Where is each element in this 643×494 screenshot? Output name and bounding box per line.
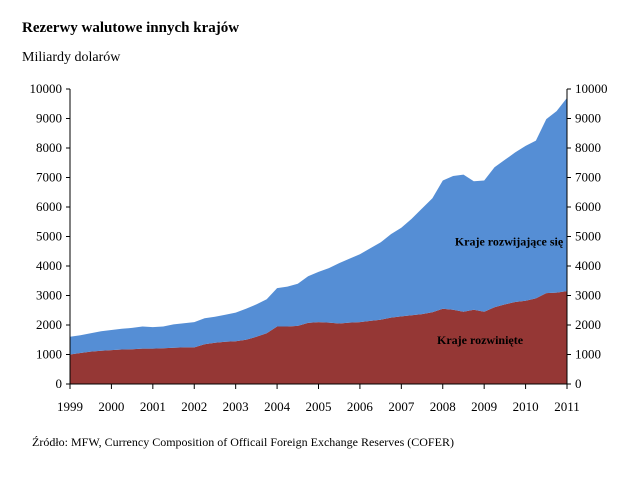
x-tick-label: 2001: [140, 399, 166, 414]
chart-title: Rezerwy walutowe innych krajów: [22, 20, 240, 36]
y-tick-label-right: 5000: [575, 229, 601, 244]
x-tick-label: 1999: [57, 399, 83, 414]
y-tick-label-left: 3000: [36, 288, 62, 303]
y-tick-label-left: 8000: [36, 140, 62, 155]
y-tick-label-left: 5000: [36, 229, 62, 244]
y-tick-label-left: 9000: [36, 111, 62, 126]
x-tick-label: 2006: [347, 399, 374, 414]
y-tick-label-right: 10000: [575, 81, 608, 96]
y-tick-label-left: 2000: [36, 317, 62, 332]
y-tick-label-right: 8000: [575, 140, 601, 155]
y-tick-label-right: 3000: [575, 288, 601, 303]
series-label-0: Kraje rozwijające się: [455, 234, 564, 248]
x-tick-label: 2004: [264, 399, 291, 414]
x-tick-label: 2000: [98, 399, 124, 414]
y-tick-label-right: 6000: [575, 199, 601, 214]
y-tick-label-left: 6000: [36, 199, 62, 214]
y-tick-label-left: 4000: [36, 258, 62, 273]
x-tick-label: 2009: [471, 399, 497, 414]
y-tick-label-right: 0: [575, 376, 582, 391]
y-tick-label-left: 0: [56, 376, 63, 391]
chart-source: Źródło: MFW, Currency Composition of Off…: [32, 435, 454, 449]
y-tick-label-right: 1000: [575, 347, 601, 362]
x-tick-label: 2010: [513, 399, 539, 414]
y-tick-label-left: 1000: [36, 347, 62, 362]
y-tick-label-right: 9000: [575, 111, 601, 126]
series-area-0: [70, 291, 567, 384]
y-tick-label-right: 4000: [575, 258, 601, 273]
y-tick-label-right: 7000: [575, 170, 601, 185]
y-tick-label-right: 2000: [575, 317, 601, 332]
x-tick-label: 2011: [554, 399, 580, 414]
chart-subtitle: Miliardy dolarów: [22, 50, 121, 65]
x-tick-label: 2007: [388, 399, 415, 414]
series-area-1: [70, 97, 567, 355]
x-tick-label: 2003: [223, 399, 249, 414]
y-tick-label-left: 7000: [36, 170, 62, 185]
x-tick-label: 2005: [306, 399, 332, 414]
y-tick-label-left: 10000: [30, 81, 63, 96]
x-tick-label: 2008: [430, 399, 456, 414]
series-label-1: Kraje rozwinięte: [437, 333, 524, 347]
x-tick-label: 2002: [181, 399, 207, 414]
